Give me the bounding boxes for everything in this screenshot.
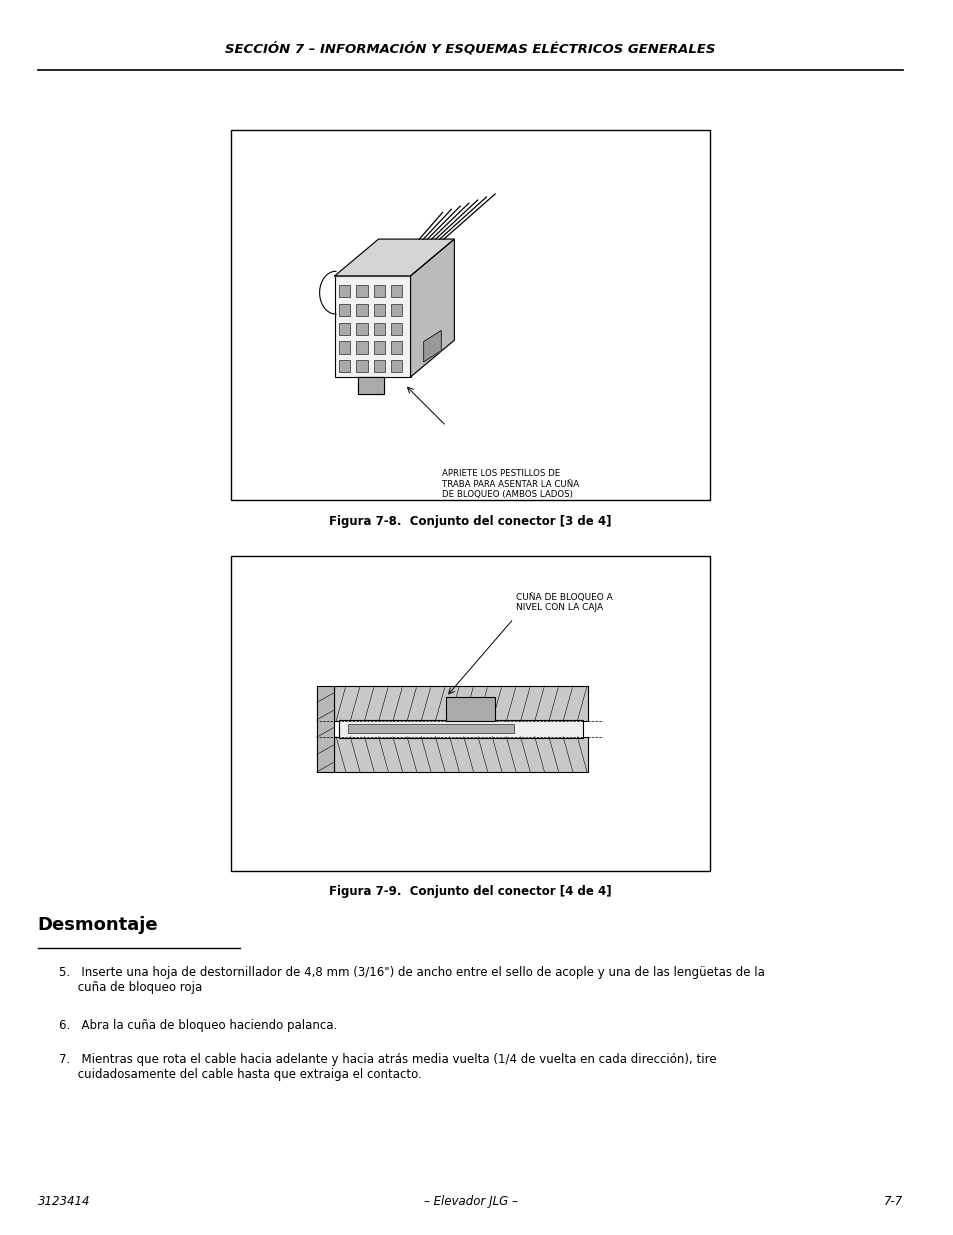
Bar [374, 341, 384, 353]
Text: 5.   Inserte una hoja de destornillador de 4,8 mm (3/16") de ancho entre el sell: 5. Inserte una hoja de destornillador de… [59, 966, 764, 994]
Bar [338, 720, 582, 739]
Bar [355, 304, 367, 316]
Text: APRIETE LOS PESTILLOS DE
TRABA PARA ASENTAR LA CUÑA
DE BLOQUEO (AMBOS LADOS): APRIETE LOS PESTILLOS DE TRABA PARA ASEN… [441, 469, 578, 499]
Bar [355, 341, 367, 353]
Bar [348, 725, 513, 734]
Bar [374, 285, 384, 298]
Bar [391, 361, 401, 372]
Bar [338, 341, 350, 353]
Text: SECCIÓN 7 – INFORMACIÓN Y ESQUEMAS ELÉCTRICOS GENERALES: SECCIÓN 7 – INFORMACIÓN Y ESQUEMAS ELÉCT… [225, 42, 715, 56]
Text: 7-7: 7-7 [883, 1194, 902, 1208]
Text: Figura 7-9.  Conjunto del conector [4 de 4]: Figura 7-9. Conjunto del conector [4 de … [329, 885, 611, 899]
Bar [391, 304, 401, 316]
Bar [335, 275, 410, 377]
Text: – Elevador JLG –: – Elevador JLG – [423, 1194, 517, 1208]
Bar [338, 322, 350, 335]
Bar [231, 130, 710, 500]
Text: 7.   Mientras que rota el cable hacia adelante y hacia atrás media vuelta (1/4 d: 7. Mientras que rota el cable hacia adel… [59, 1053, 716, 1082]
Bar [374, 322, 384, 335]
Text: Figura 7-8.  Conjunto del conector [3 de 4]: Figura 7-8. Conjunto del conector [3 de … [329, 515, 611, 529]
Bar [355, 361, 367, 372]
Bar [338, 304, 350, 316]
Polygon shape [410, 240, 454, 377]
Bar [316, 685, 334, 772]
Text: 3123414: 3123414 [37, 1194, 90, 1208]
Bar [338, 361, 350, 372]
Bar [338, 285, 350, 298]
Bar [334, 736, 587, 772]
Bar [355, 322, 367, 335]
Text: CUÑA DE BLOQUEO A
NIVEL CON LA CAJA: CUÑA DE BLOQUEO A NIVEL CON LA CAJA [515, 593, 612, 613]
Bar [231, 556, 710, 871]
Bar [391, 341, 401, 353]
Text: Desmontaje: Desmontaje [37, 916, 158, 935]
Text: 6.   Abra la cuña de bloqueo haciendo palanca.: 6. Abra la cuña de bloqueo haciendo pala… [59, 1019, 337, 1032]
Polygon shape [357, 377, 384, 394]
Polygon shape [423, 331, 441, 362]
Polygon shape [335, 240, 454, 275]
Bar [334, 685, 587, 721]
Bar [355, 285, 367, 298]
Bar [374, 361, 384, 372]
Bar [446, 697, 495, 721]
Bar [391, 285, 401, 298]
Bar [374, 304, 384, 316]
Bar [391, 322, 401, 335]
